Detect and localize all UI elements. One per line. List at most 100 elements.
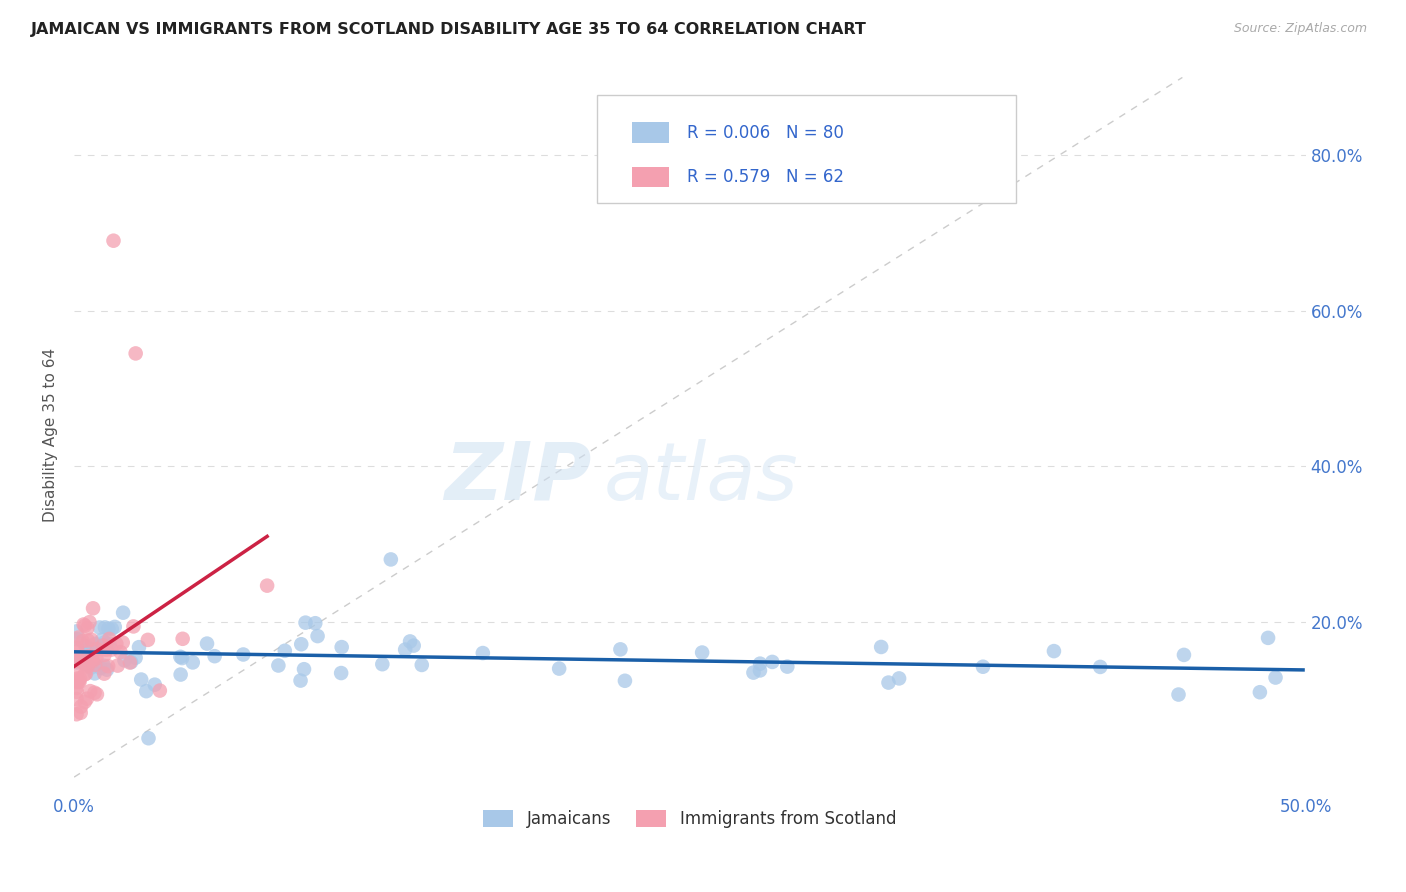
Point — [103, 234, 125, 248]
Point — [97, 659, 120, 673]
Legend: Jamaicans, Immigrants from Scotland: Jamaicans, Immigrants from Scotland — [477, 803, 903, 834]
Point — [86, 642, 108, 657]
Point — [73, 695, 96, 709]
Point — [204, 649, 226, 664]
Point — [110, 645, 132, 659]
Point — [72, 634, 94, 648]
Point — [1264, 671, 1286, 685]
Point — [742, 665, 765, 680]
Point — [761, 655, 783, 669]
Point — [118, 656, 141, 670]
Point — [172, 632, 194, 646]
Point — [749, 664, 772, 678]
Point — [65, 674, 87, 689]
Point — [67, 674, 90, 689]
Point — [66, 656, 89, 670]
Y-axis label: Disability Age 35 to 64: Disability Age 35 to 64 — [44, 348, 58, 522]
Point — [69, 675, 91, 690]
Point — [138, 731, 160, 746]
Point — [124, 650, 146, 665]
Point — [330, 666, 353, 681]
Point — [65, 640, 87, 655]
Point — [181, 656, 204, 670]
Point — [1090, 660, 1112, 674]
Point — [290, 673, 312, 688]
Point — [83, 642, 105, 657]
Point — [77, 648, 100, 663]
Point — [877, 675, 900, 690]
Point — [776, 659, 799, 673]
Point — [100, 642, 122, 657]
Point — [129, 673, 152, 687]
Point — [69, 654, 91, 668]
Point — [97, 622, 120, 636]
Point — [887, 672, 910, 686]
Point — [83, 686, 105, 700]
Point — [149, 683, 172, 698]
FancyBboxPatch shape — [598, 95, 1017, 202]
Point — [84, 657, 107, 672]
Point — [609, 642, 631, 657]
Point — [98, 636, 121, 650]
Point — [91, 639, 114, 653]
Point — [96, 663, 118, 677]
Point — [80, 661, 103, 675]
Point — [69, 706, 91, 720]
Point — [80, 652, 103, 666]
Point — [93, 658, 115, 673]
Point — [290, 637, 312, 651]
Point — [65, 654, 87, 668]
Point — [77, 633, 100, 648]
Point — [65, 681, 87, 695]
Point — [613, 673, 636, 688]
Point — [1173, 648, 1195, 662]
Point — [76, 659, 98, 673]
Point — [380, 552, 402, 566]
Point — [93, 648, 115, 662]
Point — [90, 661, 112, 675]
Point — [73, 653, 96, 667]
Point — [471, 646, 494, 660]
Point — [170, 651, 193, 665]
Point — [77, 643, 100, 657]
Point — [267, 658, 290, 673]
Point — [70, 699, 93, 714]
Point — [749, 657, 772, 671]
Point — [307, 629, 329, 643]
Point — [232, 648, 254, 662]
Point — [101, 622, 124, 636]
Point — [124, 346, 146, 360]
Point — [169, 649, 191, 664]
Point — [195, 637, 218, 651]
Point — [65, 666, 87, 681]
Point — [73, 618, 96, 632]
Point — [69, 651, 91, 665]
Point — [65, 624, 87, 639]
Point — [1249, 685, 1271, 699]
Text: R = 0.579   N = 62: R = 0.579 N = 62 — [688, 168, 845, 186]
Point — [104, 620, 127, 634]
Point — [972, 659, 994, 673]
Point — [94, 635, 117, 649]
Point — [73, 667, 96, 681]
Text: ZIP: ZIP — [444, 439, 592, 517]
Point — [399, 634, 422, 648]
Point — [82, 654, 104, 668]
Point — [89, 620, 111, 634]
Point — [84, 637, 107, 651]
Point — [94, 620, 117, 634]
Point — [66, 654, 89, 668]
Point — [69, 672, 91, 686]
Point — [105, 637, 128, 651]
Point — [1167, 688, 1189, 702]
Point — [330, 640, 353, 654]
Text: R = 0.006   N = 80: R = 0.006 N = 80 — [688, 123, 844, 142]
Point — [292, 662, 315, 676]
Point — [98, 632, 121, 646]
Point — [72, 617, 94, 632]
Point — [128, 640, 150, 655]
Point — [79, 684, 101, 698]
Point — [75, 666, 97, 681]
Point — [122, 619, 145, 633]
Point — [169, 667, 191, 681]
